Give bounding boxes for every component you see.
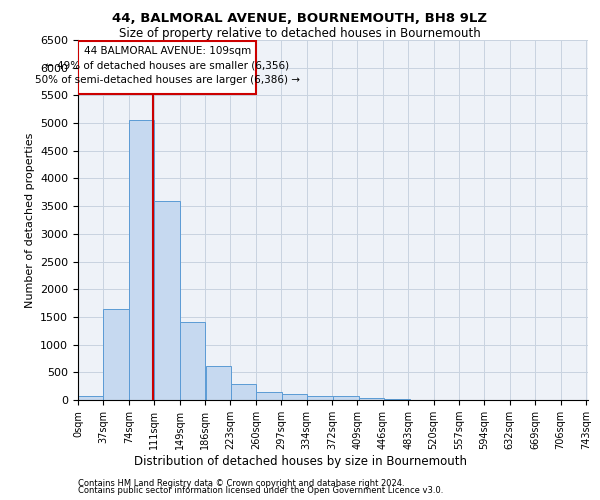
Bar xyxy=(307,396,332,400)
Text: Contains public sector information licensed under the Open Government Licence v3: Contains public sector information licen… xyxy=(78,486,443,495)
Text: ← 49% of detached houses are smaller (6,356): ← 49% of detached houses are smaller (6,… xyxy=(45,61,289,71)
Text: 50% of semi-detached houses are larger (6,386) →: 50% of semi-detached houses are larger (… xyxy=(35,76,300,86)
Text: Distribution of detached houses by size in Bournemouth: Distribution of detached houses by size … xyxy=(133,454,467,468)
Bar xyxy=(231,384,256,400)
Bar xyxy=(154,201,179,400)
Bar xyxy=(256,392,282,400)
Bar xyxy=(179,322,205,400)
FancyBboxPatch shape xyxy=(78,40,256,94)
Bar xyxy=(129,120,154,400)
Bar xyxy=(103,309,129,400)
Text: Size of property relative to detached houses in Bournemouth: Size of property relative to detached ho… xyxy=(119,28,481,40)
Bar xyxy=(78,396,103,400)
Text: 44 BALMORAL AVENUE: 109sqm: 44 BALMORAL AVENUE: 109sqm xyxy=(83,46,251,56)
Bar xyxy=(334,396,359,400)
Bar xyxy=(282,394,307,400)
Text: Contains HM Land Registry data © Crown copyright and database right 2024.: Contains HM Land Registry data © Crown c… xyxy=(78,478,404,488)
Y-axis label: Number of detached properties: Number of detached properties xyxy=(25,132,35,308)
Bar xyxy=(206,366,231,400)
Bar xyxy=(359,398,384,400)
Text: 44, BALMORAL AVENUE, BOURNEMOUTH, BH8 9LZ: 44, BALMORAL AVENUE, BOURNEMOUTH, BH8 9L… xyxy=(113,12,487,26)
